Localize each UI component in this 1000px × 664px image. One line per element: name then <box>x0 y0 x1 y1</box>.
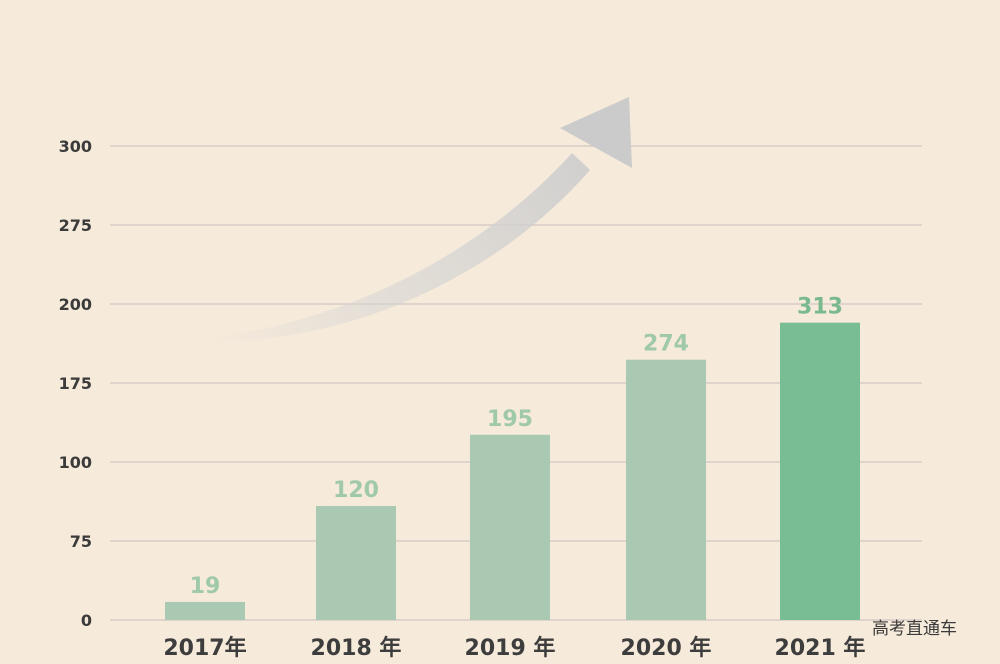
x-tick-label: 2020 年 <box>621 635 712 661</box>
trend-arrow-head <box>560 97 632 168</box>
bar-value-label: 19 <box>190 574 221 599</box>
x-tick-label: 2018 年 <box>311 635 402 661</box>
y-axis-ticks: 0 75 100 175 200 275 300 <box>59 137 92 630</box>
y-tick-label: 100 <box>59 453 92 472</box>
y-tick-label: 200 <box>59 295 92 314</box>
x-tick-label: 2019 年 <box>465 635 556 661</box>
bar <box>165 601 245 620</box>
watermark: 高考直通车 <box>872 619 957 639</box>
bars <box>165 322 860 620</box>
bar <box>780 322 860 620</box>
x-tick-label: 2021 年 <box>775 635 866 661</box>
bar <box>626 359 706 620</box>
bar-value-label: 195 <box>487 407 533 432</box>
bar <box>316 506 396 620</box>
trend-arrow <box>205 97 632 343</box>
x-tick-label: 2017年 <box>163 635 246 661</box>
bar-value-label: 313 <box>797 295 843 320</box>
bar-value-label: 274 <box>643 332 689 357</box>
trend-arrow-shaft <box>205 153 590 343</box>
y-tick-label: 75 <box>70 532 92 551</box>
bar-value-label: 120 <box>333 478 379 503</box>
y-tick-label: 0 <box>81 611 92 630</box>
x-axis-labels: 2017年 2018 年 2019 年 2020 年 2021 年 <box>163 635 865 661</box>
bar <box>470 434 550 620</box>
y-tick-label: 275 <box>59 216 92 235</box>
y-tick-label: 175 <box>59 374 92 393</box>
y-tick-label: 300 <box>59 137 92 156</box>
value-labels: 19 120 195 274 313 <box>190 295 843 599</box>
